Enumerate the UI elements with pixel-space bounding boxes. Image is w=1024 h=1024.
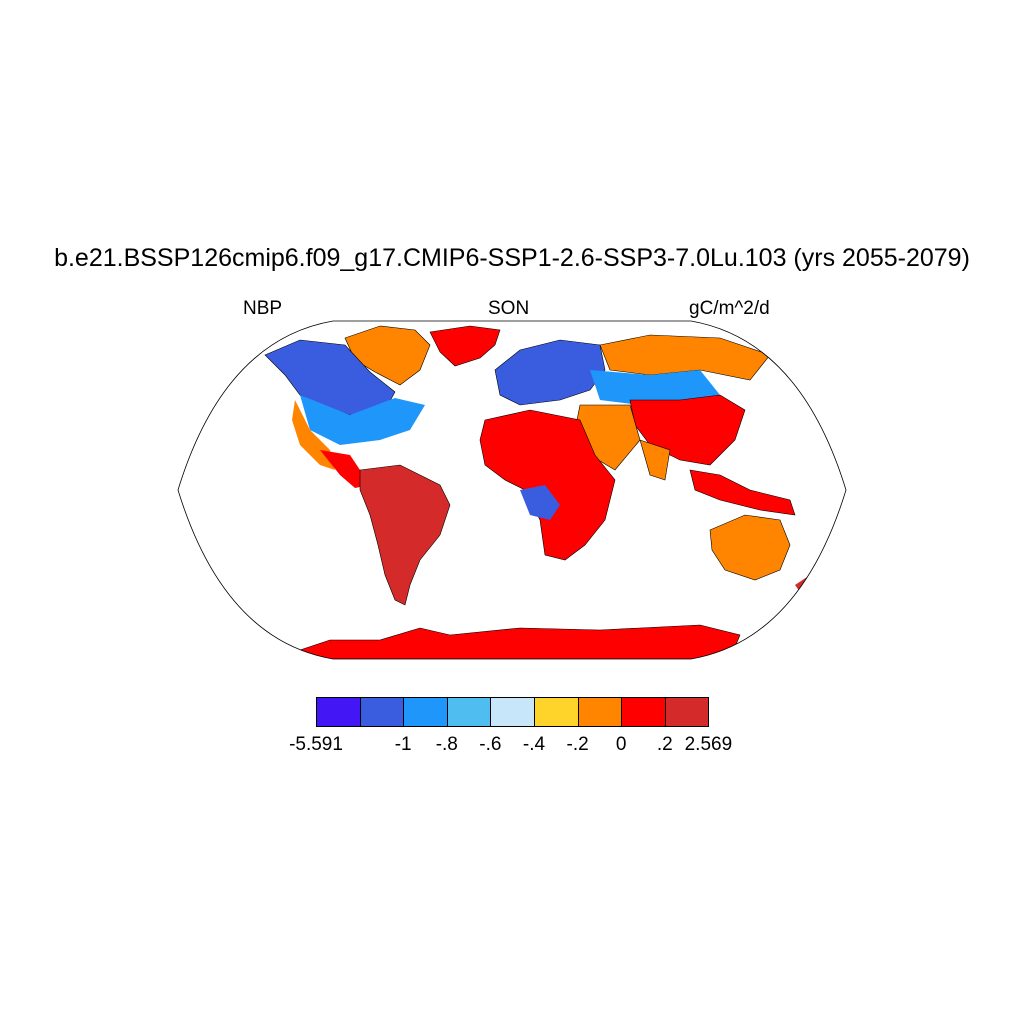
region-new-zealand [795,575,815,592]
colorbar-swatch [490,697,535,727]
colorbar-swatch [664,697,710,727]
region-south-america [359,464,451,606]
season-label: SON [488,298,530,319]
units-label: gC/m^2/d [689,298,770,319]
colorbar-label: -.2 [566,734,589,755]
colorbar-label: 2.569 [684,734,733,755]
colorbar-label: -.8 [435,734,458,755]
region-europe [494,339,606,406]
region-north-america-mid [300,395,425,445]
colorbar-swatch [403,697,448,727]
region-south-asia [639,439,671,481]
colorbar-label: .2 [656,734,673,755]
colorbar-label: -5.591 [289,734,343,755]
colorbar-label: -.6 [479,734,502,755]
region-southeast-asia [689,469,796,516]
region-central-america [320,450,370,488]
colorbar-label: -.4 [522,734,546,755]
colorbar-swatch [316,697,361,727]
colorbar-label: 0 [615,734,627,755]
region-central-africa [520,485,560,520]
colorbar-swatch [577,697,623,727]
map-outline [177,320,847,660]
region-australia [709,514,791,581]
plot-title: b.e21.BSSP126cmip6.f09_g17.CMIP6-SSP1-2.… [54,244,970,272]
colorbar-swatch [534,697,579,727]
colorbar-swatch [359,697,405,727]
colorbar-label: -1 [394,734,412,755]
region-antarctica [289,624,741,659]
region-siberia [599,334,771,381]
region-africa [479,409,616,561]
colorbar-swatch [621,697,666,727]
colorbar-swatch [446,697,492,727]
region-greenland [429,325,501,367]
variable-label: NBP [243,298,283,319]
